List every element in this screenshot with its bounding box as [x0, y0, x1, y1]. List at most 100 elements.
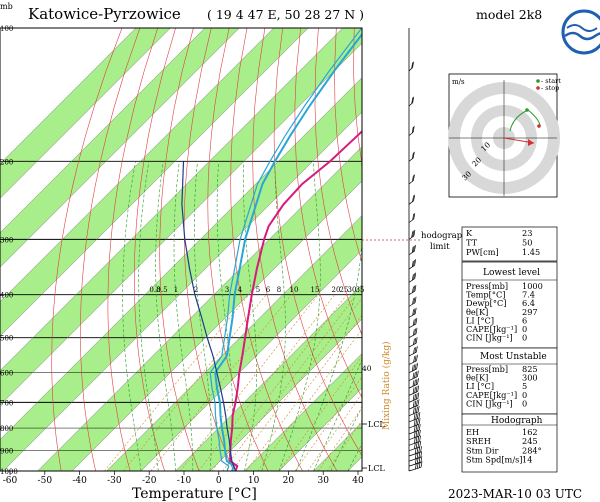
x-axis-title: Temperature [°C] — [132, 486, 257, 502]
dewpoint-line — [214, 32, 362, 471]
isotherm-line — [0, 28, 171, 199]
wind-barb-feather — [420, 461, 423, 468]
wind-barb-feather — [411, 246, 414, 253]
wind-barb-feather — [417, 436, 420, 443]
isotherm-line — [71, 180, 362, 471]
wind-barb-staff — [408, 456, 421, 462]
wind-barb-feather — [414, 244, 416, 252]
pressure-tick-label: 900 — [0, 448, 13, 456]
mixing-ratio-line — [294, 376, 362, 471]
isotherm-line — [0, 28, 240, 268]
wind-barb-feather — [417, 405, 420, 412]
wind-barb-feather — [414, 318, 416, 325]
mixing-ratio-value-label: 0.5 — [156, 286, 167, 294]
param-value: 162 — [522, 427, 538, 437]
wind-barb-feather — [414, 307, 417, 314]
param-key: CIN [Jkg⁻¹] — [466, 398, 513, 408]
x-tick-label: -20 — [142, 476, 157, 486]
dry-adiabat — [183, 28, 234, 471]
station-name: Katowice-Pyrzowice — [28, 5, 181, 23]
mixing-ratio-line — [211, 294, 348, 471]
hodograph-unit: m/s — [452, 78, 465, 86]
isotherm-line — [0, 28, 137, 165]
wind-barb-feather — [415, 337, 418, 344]
dry-adiabat — [334, 28, 362, 263]
wind-barb-feather — [414, 328, 417, 335]
wind-barb-feather — [415, 371, 418, 378]
isotherm-line — [278, 387, 362, 471]
isotherm-line — [0, 28, 274, 303]
moist-adiabat — [243, 161, 257, 471]
wind-barb-feather — [414, 371, 416, 379]
lowest-level-title: Lowest level — [483, 268, 540, 278]
pressure-tick-label: 600 — [0, 370, 13, 378]
param-key: Dewp[°C] — [466, 298, 506, 308]
param-value: 7.4 — [522, 290, 535, 300]
wind-barb-feather — [412, 309, 414, 316]
wind-barb-feather — [416, 362, 418, 370]
wind-barb-feather — [414, 386, 416, 393]
x-tick-label: 30 — [317, 476, 329, 486]
wind-barb-feather — [417, 399, 420, 406]
wind-barb-feather — [412, 372, 415, 379]
imgw-logo — [561, 9, 600, 55]
wind-barb-feather — [414, 447, 417, 455]
wind-barb-feather — [412, 329, 415, 336]
wind-barb-feather — [412, 126, 415, 133]
wind-barb-feather — [413, 364, 416, 371]
y-unit-label: mb — [0, 2, 13, 11]
param-value: 0 — [522, 324, 527, 334]
mixing-ratio-value-label: 8 — [277, 286, 281, 294]
hodograph-params-title: Hodograph — [491, 416, 543, 426]
wind-barb-feather — [413, 285, 416, 292]
wind-barb-feather — [412, 387, 415, 394]
pressure-tick-label: 700 — [0, 399, 13, 407]
pressure-tick-label: 300 — [0, 236, 13, 244]
mixing-ratio-line — [326, 419, 362, 471]
lcl-low-label: LCL — [368, 464, 385, 473]
wind-barb-feather — [415, 393, 418, 400]
legend-start-marker — [536, 79, 540, 83]
wind-barb-feather — [413, 229, 416, 236]
param-value: 1.45 — [522, 247, 540, 257]
wind-barb-feather — [415, 378, 418, 385]
isotherm-line — [2, 111, 362, 471]
wind-barb-feather — [419, 440, 422, 448]
wind-barbs — [408, 61, 423, 472]
hodo-stop-marker — [537, 124, 541, 128]
param-value: 50 — [522, 238, 532, 248]
wind-barb-feather — [415, 425, 418, 432]
wind-barb-feather — [417, 418, 419, 425]
wind-barb-feather — [411, 97, 414, 104]
storm-motion-arrow — [528, 139, 534, 146]
mixing-ratio-line — [150, 294, 292, 471]
x-tick-label: 10 — [248, 476, 260, 486]
date-time-label: 2023-MAR-10 03 UTC — [448, 487, 582, 501]
model-label: model 2k8 — [476, 7, 542, 22]
param-key: Stm Dir — [466, 445, 498, 455]
wind-barb-feather — [414, 285, 417, 292]
param-value: 6.4 — [522, 298, 535, 308]
wind-barb-feather — [413, 356, 415, 363]
isotherm-line — [209, 318, 362, 471]
wind-barb-feather — [414, 355, 417, 362]
wind-barb-feather — [412, 152, 414, 159]
wind-barb-feather — [412, 394, 415, 401]
pressure-tick-label: 800 — [0, 425, 13, 433]
wind-barb-feather — [414, 407, 417, 414]
x-tick-label: 20 — [283, 476, 295, 486]
param-key: TT — [466, 238, 478, 248]
param-value: 6 — [522, 315, 527, 325]
wind-barb-feather — [414, 337, 417, 345]
wind-barb-feather — [418, 411, 421, 419]
param-key: CIN [Jkg⁻¹] — [466, 333, 513, 343]
pressure-tick-label: 1000 — [0, 468, 18, 476]
wind-barb-feather — [418, 418, 421, 425]
x-tick-label: -10 — [177, 476, 192, 486]
wind-barb-feather — [412, 151, 415, 158]
lowest-level-rows: Press[mb] 1000 Temp[°C] 7.4 Dewp[°C] 6.4 θe[K]… — [466, 281, 543, 343]
isotherm-line — [0, 28, 309, 337]
param-key: Press[mb] — [466, 281, 508, 291]
hodograph-panel: m/s 10 20 30 - start - stop — [448, 73, 561, 198]
wind-barb-feather — [413, 273, 415, 280]
